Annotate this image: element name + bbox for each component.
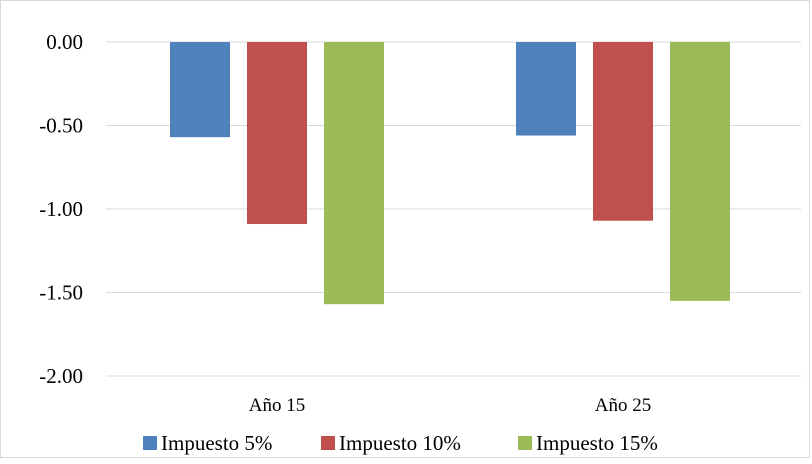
bars bbox=[170, 42, 730, 305]
legend-label-1: Impuesto 5% bbox=[161, 431, 272, 455]
legend-swatch-1 bbox=[143, 436, 157, 450]
x-axis-category-labels: Año 15 Año 25 bbox=[249, 395, 651, 416]
x-category-label: Año 15 bbox=[249, 395, 305, 416]
legend-swatch-3 bbox=[518, 436, 532, 450]
y-tick-label: -1.50 bbox=[39, 281, 83, 305]
y-tick-label: 0.00 bbox=[46, 30, 83, 54]
bar-2-2 bbox=[593, 42, 653, 221]
bar-2-1 bbox=[516, 42, 576, 136]
y-tick-label: -0.50 bbox=[39, 114, 83, 138]
bar-1-1 bbox=[170, 42, 230, 138]
y-axis-tick-labels: 0.00 -0.50 -1.00 -1.50 -2.00 bbox=[39, 30, 83, 388]
legend-swatch-2 bbox=[321, 436, 335, 450]
bar-1-2 bbox=[247, 42, 307, 225]
legend-label-2: Impuesto 10% bbox=[339, 431, 461, 455]
y-tick-label: -2.00 bbox=[39, 364, 83, 388]
bar-1-3 bbox=[324, 42, 384, 305]
legend-label-3: Impuesto 15% bbox=[536, 431, 658, 455]
legend: Impuesto 5% Impuesto 10% Impuesto 15% bbox=[143, 431, 658, 455]
x-category-label: Año 25 bbox=[595, 395, 651, 416]
y-tick-label: -1.00 bbox=[39, 197, 83, 221]
bar-2-3 bbox=[670, 42, 730, 301]
